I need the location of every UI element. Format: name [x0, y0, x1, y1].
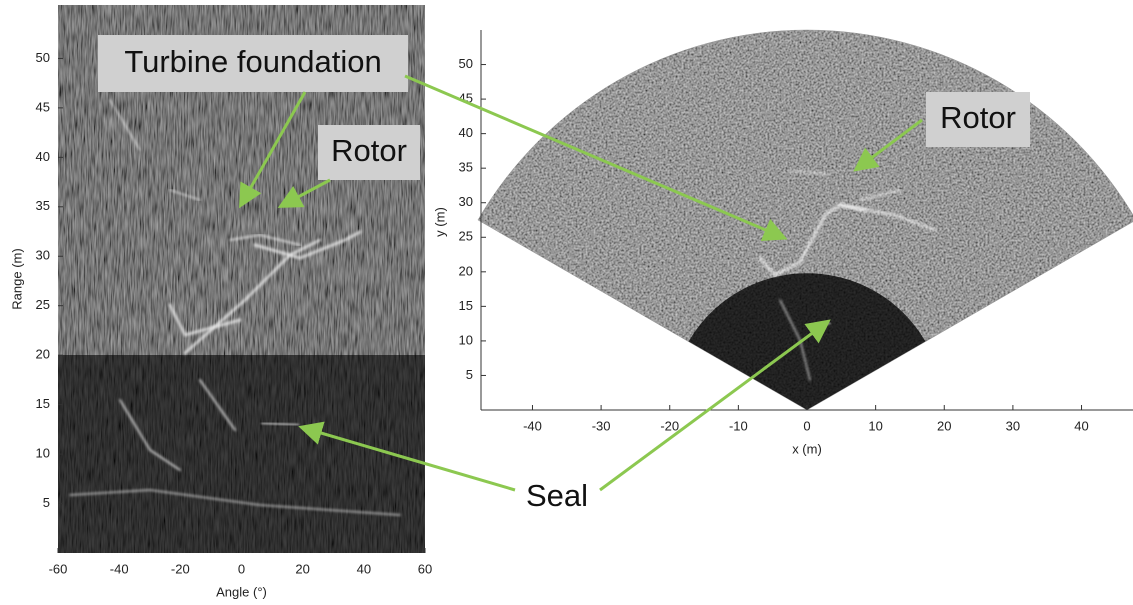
- x-tick-label: -40: [523, 418, 542, 433]
- y-tick-label: 40: [36, 149, 50, 164]
- x-tick-label: 20: [937, 418, 951, 433]
- x-tick-label: -40: [110, 561, 129, 576]
- y-tick-label: 35: [459, 160, 473, 175]
- x-tick-label: -20: [660, 418, 679, 433]
- y-tick-label: 20: [459, 263, 473, 278]
- y-tick-label: 25: [459, 229, 473, 244]
- y-tick-label: 30: [459, 194, 473, 209]
- figure: -60-40-2002040605101520253035404550Angle…: [0, 0, 1133, 605]
- y-tick-label: 5: [466, 367, 473, 382]
- x-tick-label: 60: [418, 561, 432, 576]
- x-tick-label: -60: [49, 561, 68, 576]
- y-axis-label: y (m): [432, 207, 447, 237]
- y-tick-label: 50: [459, 56, 473, 71]
- x-tick-label: 40: [1074, 418, 1088, 433]
- x-tick-label: 0: [238, 561, 245, 576]
- x-tick-label: 40: [357, 561, 371, 576]
- y-tick-label: 45: [36, 99, 50, 114]
- annotation: Rotor: [331, 133, 407, 168]
- x-tick-label: 30: [1006, 418, 1020, 433]
- x-axis-label: Angle (°): [216, 584, 267, 599]
- y-tick-label: 25: [36, 297, 50, 312]
- annotation: Turbine foundation: [124, 44, 381, 79]
- x-tick-label: 10: [868, 418, 882, 433]
- x-tick-label: -20: [171, 561, 190, 576]
- y-tick-label: 50: [36, 50, 50, 65]
- y-tick-label: 40: [459, 125, 473, 140]
- y-tick-label: 30: [36, 248, 50, 263]
- y-tick-label: 15: [459, 298, 473, 313]
- y-tick-label: 20: [36, 347, 50, 362]
- y-tick-label: 15: [36, 396, 50, 411]
- x-tick-label: 20: [295, 561, 309, 576]
- x-tick-label: -30: [592, 418, 611, 433]
- annotation: Seal: [526, 478, 588, 513]
- y-tick-label: 10: [459, 332, 473, 347]
- y-tick-label: 35: [36, 198, 50, 213]
- y-tick-label: 5: [43, 495, 50, 510]
- annotation: Rotor: [940, 100, 1016, 135]
- shade: [58, 355, 425, 553]
- y-axis-label: Range (m): [9, 248, 24, 309]
- x-tick-label: -10: [729, 418, 748, 433]
- y-tick-label: 10: [36, 446, 50, 461]
- x-tick-label: 0: [803, 418, 810, 433]
- x-axis-label: x (m): [792, 441, 822, 456]
